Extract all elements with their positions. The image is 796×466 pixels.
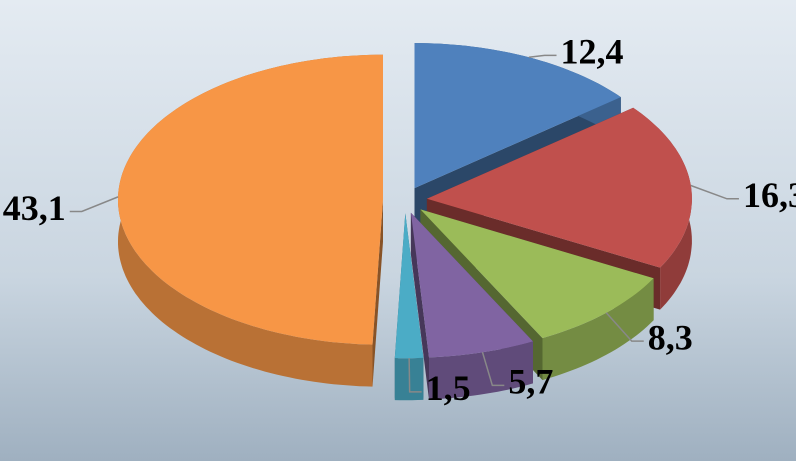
data-label: 43,1 <box>3 188 66 228</box>
data-label: 1,5 <box>426 368 471 408</box>
data-label: 16,3 <box>743 175 796 215</box>
chart: 12,4 16,3 8,3 5,7 1,5 43,1 <box>0 0 796 461</box>
data-label: 12,4 <box>561 32 624 72</box>
data-label: 5,7 <box>508 362 553 402</box>
data-label: 8,3 <box>648 317 693 357</box>
